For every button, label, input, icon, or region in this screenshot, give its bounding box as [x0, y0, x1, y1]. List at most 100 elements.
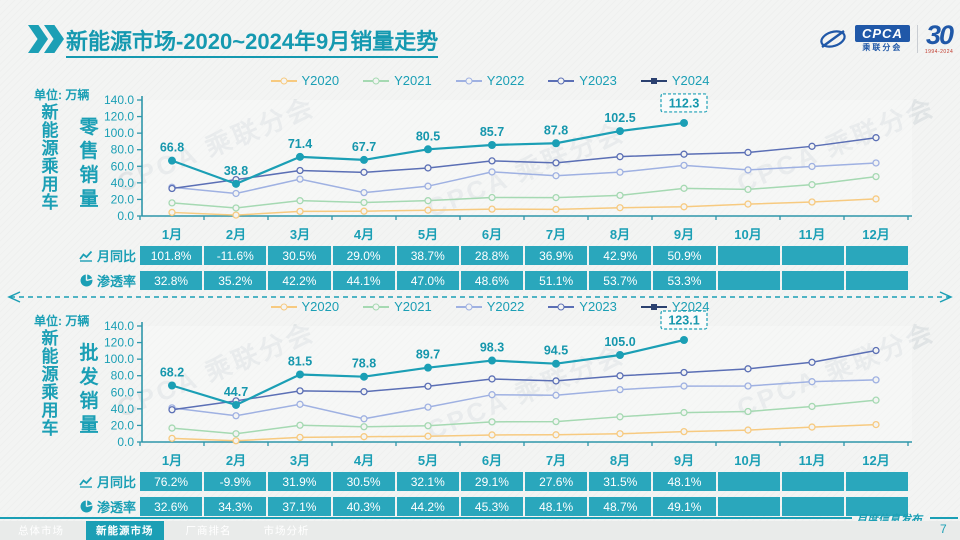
- table-cell: 30.5%: [332, 472, 395, 491]
- legend-item-y2020[interactable]: Y2020: [270, 299, 339, 314]
- table-cell: 42.2%: [268, 271, 331, 290]
- row-header-penetration: 渗透率: [50, 271, 136, 290]
- legend-item-y2023[interactable]: Y2023: [548, 299, 617, 314]
- table-cell: 32.6%: [140, 497, 203, 516]
- svg-text:80.5: 80.5: [416, 129, 440, 143]
- svg-text:40.0: 40.0: [111, 402, 135, 416]
- svg-text:98.3: 98.3: [480, 341, 504, 355]
- table-cell: [845, 246, 909, 265]
- footer-tab-active[interactable]: 新能源市场: [86, 521, 164, 540]
- svg-text:87.8: 87.8: [544, 123, 568, 137]
- legend: Y2020 Y2021 Y2022 Y2023 Y2024: [150, 299, 830, 314]
- svg-text:89.7: 89.7: [416, 348, 440, 362]
- svg-text:20.0: 20.0: [111, 418, 135, 432]
- retail-chart-section: 单位: 万辆 新能源乘用车 零售销量 Y2020 Y2021 Y2022 Y2023 Y…: [0, 72, 960, 294]
- legend-swatch: [363, 77, 390, 84]
- svg-text:44.7: 44.7: [224, 385, 248, 399]
- legend-item-y2022[interactable]: Y2022: [455, 299, 525, 314]
- svg-text:102.5: 102.5: [604, 111, 635, 125]
- table-row-yoy: 76.2% -9.9% 31.9% 30.5% 32.1% 29.1% 27.6% 31.5%…: [140, 472, 909, 491]
- table-cell: 48.7%: [589, 497, 652, 516]
- svg-text:0.0: 0.0: [117, 209, 134, 223]
- legend-swatch: [640, 77, 667, 84]
- legend-item-y2022[interactable]: Y2022: [455, 73, 524, 88]
- table-row-yoy: 101.8% -11.6% 30.5% 29.0% 38.7% 28.8% 36.9% 42.…: [140, 246, 909, 265]
- cpca-subtitle: 乘联分会: [862, 43, 903, 52]
- svg-text:94.5: 94.5: [544, 344, 568, 358]
- table-cell: [845, 497, 909, 516]
- legend-marker: [557, 77, 565, 84]
- table-cell: -9.9%: [204, 472, 267, 491]
- unit-label: 单位: 万辆: [34, 314, 90, 328]
- unit-label: 单位: 万辆: [34, 88, 90, 102]
- page-number: 7: [940, 522, 947, 536]
- legend-item-y2024[interactable]: Y2024: [640, 73, 710, 88]
- month-label: 6月: [481, 453, 503, 468]
- table-cell: -11.6%: [204, 246, 267, 265]
- svg-text:71.4: 71.4: [288, 137, 312, 151]
- table-cell: 44.1%: [332, 271, 395, 290]
- legend-item-y2024[interactable]: Y2024: [640, 299, 710, 314]
- table-cell: 29.1%: [460, 472, 524, 491]
- month-label: 10月: [734, 453, 762, 468]
- month-label: 2月: [225, 453, 247, 468]
- table-cell: 30.5%: [268, 246, 331, 265]
- table-cell: 31.5%: [589, 472, 652, 491]
- table-cell: 40.3%: [332, 497, 395, 516]
- month-label: 5月: [417, 453, 439, 468]
- table-cell: 49.1%: [653, 497, 716, 516]
- legend-marker: [650, 77, 657, 84]
- svg-text:123.1: 123.1: [668, 314, 699, 328]
- table-cell: [781, 246, 844, 265]
- pie-chart-icon: [80, 500, 93, 513]
- month-label: 11月: [798, 453, 826, 468]
- table-cell: [717, 497, 780, 516]
- month-label: 3月: [289, 227, 311, 242]
- month-label: 9月: [673, 453, 695, 468]
- table-cell: 32.1%: [396, 472, 459, 491]
- legend-item-y2021[interactable]: Y2021: [363, 299, 432, 314]
- legend-item-y2021[interactable]: Y2021: [363, 73, 432, 88]
- legend-label: Y2022: [486, 299, 525, 314]
- legend-item-y2023[interactable]: Y2023: [548, 73, 617, 88]
- legend-marker: [650, 303, 657, 310]
- legend-label: Y2024: [671, 73, 710, 88]
- svg-text:67.7: 67.7: [352, 140, 376, 154]
- legend-swatch: [270, 77, 297, 84]
- svg-text:120.0: 120.0: [104, 110, 134, 124]
- legend-swatch: [270, 303, 297, 310]
- legend-item-y2020[interactable]: Y2020: [270, 73, 339, 88]
- legend-swatch: [455, 77, 482, 84]
- legend-label: Y2024: [671, 299, 710, 314]
- svg-text:140.0: 140.0: [104, 93, 134, 107]
- logo-divider: [916, 24, 918, 53]
- footer-rule-right: [930, 517, 958, 519]
- cpca-badge: CPCA: [855, 25, 910, 42]
- table-cell: [845, 271, 909, 290]
- svg-text:80.0: 80.0: [111, 369, 135, 383]
- month-label: 11月: [798, 227, 826, 242]
- legend-swatch: [363, 303, 390, 310]
- footer-rule: [0, 517, 852, 519]
- month-label: 6月: [481, 227, 503, 242]
- svg-text:0.0: 0.0: [117, 435, 134, 449]
- svg-text:60.0: 60.0: [111, 385, 135, 399]
- chevron-icon: [28, 25, 48, 53]
- footer-tab-inactive[interactable]: 市场分析: [263, 525, 310, 537]
- table-cell: 101.8%: [140, 246, 203, 265]
- legend: Y2020 Y2021 Y2022 Y2023 Y2024: [150, 73, 830, 88]
- line-chart-icon: [79, 476, 93, 488]
- month-label: 7月: [545, 227, 567, 242]
- legend-swatch: [640, 303, 667, 310]
- table-cell: 28.8%: [460, 246, 524, 265]
- table-cell: [781, 271, 844, 290]
- footer-tab-inactive[interactable]: 总体市场: [18, 525, 64, 537]
- svg-text:140.0: 140.0: [104, 319, 134, 333]
- month-axis: 1月 2月 3月 4月 5月 6月 7月 8月 9月 10月 11月 12月: [140, 450, 908, 469]
- metric-label: 批发销量: [79, 343, 99, 436]
- table-cell: 44.2%: [396, 497, 459, 516]
- page-title: 新能源市场-2020~2024年9月销量走势: [66, 24, 439, 58]
- month-label: 1月: [161, 227, 183, 242]
- svg-text:78.8: 78.8: [352, 357, 376, 371]
- footer-tab-inactive[interactable]: 厂商排名: [185, 525, 232, 537]
